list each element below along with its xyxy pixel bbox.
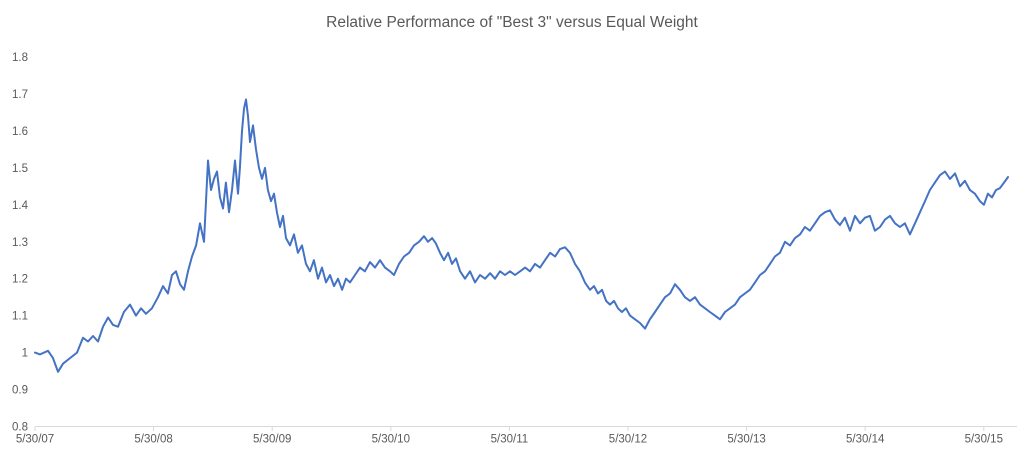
y-axis-tick-label: 1.1 — [12, 311, 28, 323]
x-axis-tick-label: 5/30/15 — [965, 434, 1003, 446]
x-axis-tick-label: 5/30/07 — [16, 434, 54, 446]
x-axis-tick-label: 5/30/11 — [491, 434, 529, 446]
y-axis-tick-label: 1.3 — [12, 237, 28, 249]
y-axis-tick-label: 1.5 — [12, 163, 28, 175]
x-axis-tick-label: 5/30/12 — [609, 434, 647, 446]
series-group — [34, 98, 1009, 373]
x-axis-tick-label: 5/30/09 — [253, 434, 291, 446]
y-axis-tick-label: 0.8 — [12, 422, 28, 434]
y-axis-tick-label: 0.9 — [12, 385, 28, 397]
x-axis-tick-label: 5/30/08 — [134, 434, 172, 446]
y-axis-tick-label: 1.4 — [12, 200, 29, 212]
x-axis-tick-label: 5/30/10 — [372, 434, 410, 446]
y-axis-tick-label: 1.8 — [12, 52, 28, 64]
y-axis-tick-label: 1.7 — [12, 89, 28, 101]
chart-title: Relative Performance of "Best 3" versus … — [326, 14, 698, 31]
x-axis-tick-label: 5/30/13 — [727, 434, 765, 446]
y-axis-tick-label: 1 — [22, 348, 28, 360]
y-axis-tick-label: 1.2 — [12, 274, 28, 286]
axes-group: 5/30/07 5/30/08 5/30/09 5/30/10 5/30/11 5/30/… — [12, 52, 1017, 446]
x-axis-tick-label: 5/30/14 — [846, 434, 885, 446]
y-axis-tick-label: 1.6 — [12, 126, 28, 138]
performance-line — [34, 98, 1009, 373]
